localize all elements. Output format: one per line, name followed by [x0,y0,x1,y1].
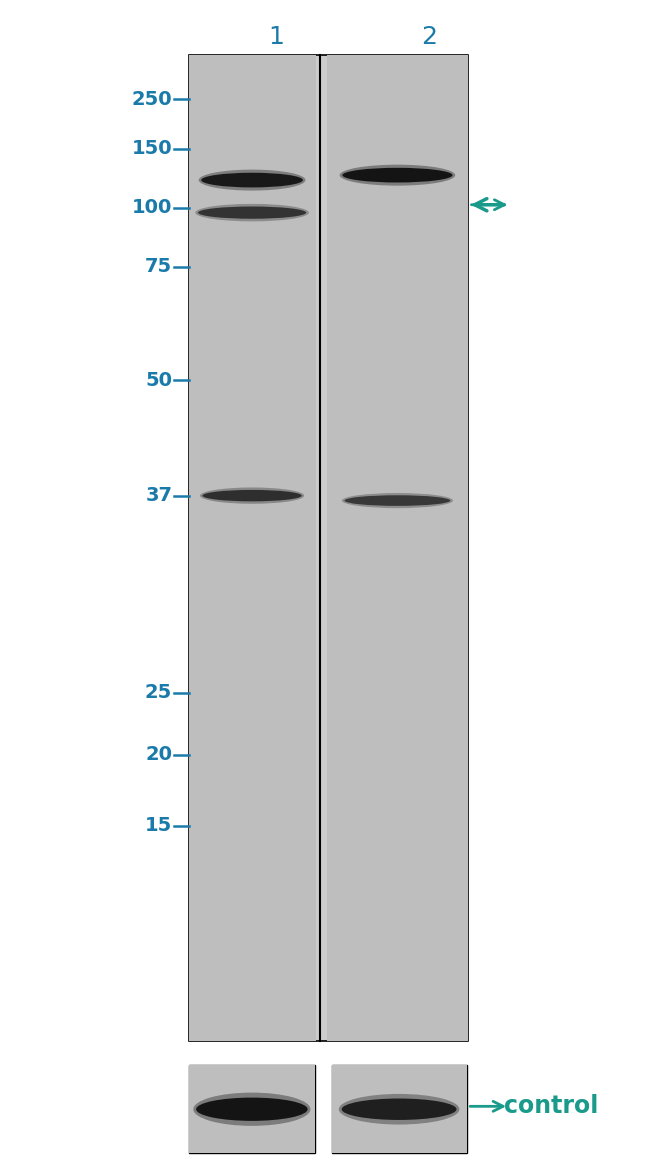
Ellipse shape [200,488,304,504]
Text: 20: 20 [145,746,172,764]
Text: control: control [504,1095,598,1118]
Ellipse shape [193,1092,311,1126]
Bar [188,55,316,1041]
Bar [332,1065,467,1153]
Bar [327,55,468,1041]
Text: 50: 50 [145,371,172,390]
Ellipse shape [196,204,309,222]
Bar [188,1065,315,1153]
Text: 1: 1 [268,26,284,49]
Text: 75: 75 [145,258,172,277]
Bar [332,1065,467,1153]
Ellipse shape [203,490,302,502]
Ellipse shape [202,173,303,188]
Ellipse shape [343,168,452,182]
Text: 15: 15 [145,817,172,836]
Ellipse shape [344,495,450,505]
Bar [188,55,468,1041]
Ellipse shape [342,492,453,508]
Text: 37: 37 [145,487,172,505]
Text: 150: 150 [131,139,172,158]
Bar [188,1065,315,1153]
Ellipse shape [196,1098,307,1120]
Ellipse shape [339,1093,460,1125]
Text: 2: 2 [421,26,437,49]
Ellipse shape [199,169,306,190]
Text: 25: 25 [145,684,172,703]
Text: 100: 100 [132,198,172,217]
Ellipse shape [340,165,455,186]
Ellipse shape [198,207,306,218]
Ellipse shape [342,1098,456,1120]
Text: 250: 250 [131,90,172,109]
